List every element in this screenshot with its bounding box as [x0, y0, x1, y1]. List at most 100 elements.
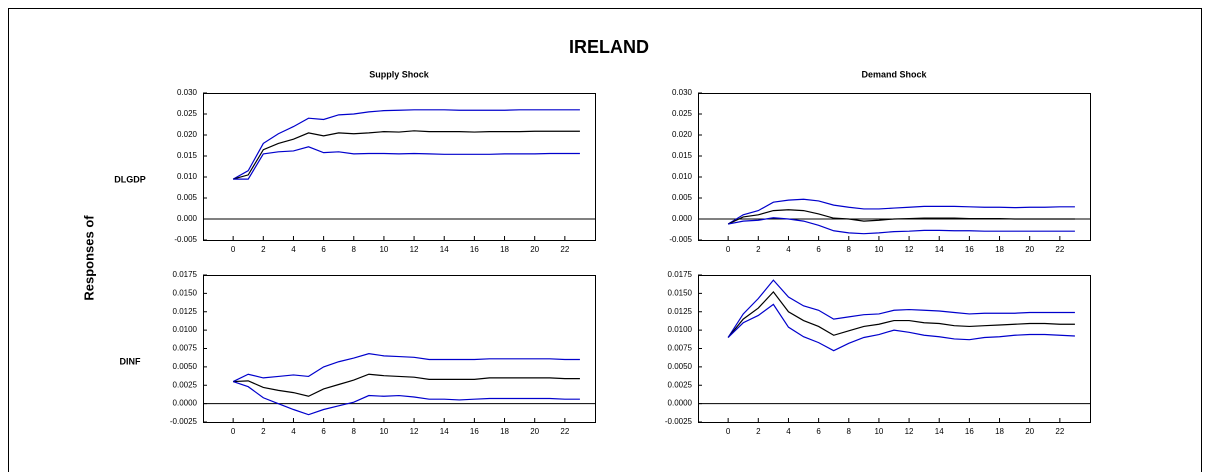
x-tick-label: 22 [1055, 245, 1064, 254]
series-line [728, 217, 1075, 235]
y-tick-label: 0.020 [177, 130, 198, 139]
y-tick-label: 0.010 [672, 172, 693, 181]
y-tick-label: -0.005 [174, 235, 197, 244]
y-tick-label: 0.0150 [668, 288, 693, 297]
x-tick-label: 8 [847, 245, 852, 254]
y-tick-label: -0.0025 [665, 417, 693, 426]
y-tick-label: 0.0175 [173, 270, 198, 279]
x-tick-label: 10 [379, 245, 388, 254]
series-line [232, 109, 580, 180]
x-tick-label: 4 [291, 245, 296, 254]
x-tick-label: 22 [1055, 427, 1064, 436]
x-tick-label: 2 [261, 427, 266, 436]
y-tick-label: 0.030 [672, 88, 693, 97]
y-tick-label: 0.015 [177, 151, 198, 160]
x-tick-label: 0 [726, 427, 731, 436]
plot-area [203, 93, 596, 241]
figure-title: IRELAND [569, 37, 649, 57]
y-tick-label: 0.0100 [173, 325, 198, 334]
x-tick-label: 12 [905, 427, 914, 436]
y-tick-label: 0.015 [672, 151, 693, 160]
panel-title: Demand Shock [861, 69, 927, 79]
y-tick-label: 0.025 [672, 109, 693, 118]
x-tick-label: 0 [726, 245, 731, 254]
x-tick-label: 6 [321, 427, 326, 436]
row-label: DINF [120, 356, 141, 366]
x-tick-label: 2 [261, 245, 266, 254]
y-tick-label: 0.025 [177, 109, 198, 118]
x-tick-label: 18 [500, 427, 509, 436]
x-tick-label: 12 [905, 245, 914, 254]
x-tick-label: 20 [1025, 427, 1034, 436]
x-tick-label: 14 [440, 245, 449, 254]
x-tick-label: 12 [410, 427, 419, 436]
x-tick-label: 6 [816, 245, 821, 254]
series-line [233, 146, 580, 180]
panel-title: Supply Shock [369, 69, 430, 79]
y-tick-label: 0.0100 [668, 325, 693, 334]
y-tick-label: 0.005 [177, 193, 198, 202]
series-line [727, 290, 1075, 338]
y-tick-label: 0.005 [672, 193, 693, 202]
y-tick-label: -0.0025 [170, 417, 198, 426]
y-tick-label: 0.020 [672, 130, 693, 139]
x-tick-label: 6 [816, 427, 821, 436]
y-tick-label: 0.010 [177, 172, 198, 181]
y-tick-label: 0.0125 [668, 307, 693, 316]
y-tick-label: 0.0050 [173, 362, 198, 371]
y-tick-label: 0.0075 [668, 344, 693, 353]
x-tick-label: 12 [410, 245, 419, 254]
x-tick-label: 4 [291, 427, 296, 436]
series-line [727, 279, 1075, 338]
y-tick-label: 0.0150 [173, 288, 198, 297]
x-tick-label: 2 [756, 427, 761, 436]
series-line [727, 198, 1075, 225]
series-line [233, 373, 580, 397]
x-tick-label: 18 [995, 427, 1004, 436]
x-tick-label: 14 [935, 245, 944, 254]
y-tick-label: 0.0000 [668, 399, 693, 408]
y-tick-label: 0.0175 [668, 270, 693, 279]
x-tick-label: 14 [935, 427, 944, 436]
x-tick-label: 14 [440, 427, 449, 436]
series-line [727, 303, 1075, 352]
x-tick-label: 8 [847, 427, 852, 436]
y-tick-label: 0.000 [672, 214, 693, 223]
x-tick-label: 8 [352, 427, 357, 436]
row-label: DLGDP [114, 174, 146, 184]
y-tick-label: 0.000 [177, 214, 198, 223]
y-tick-label: 0.0000 [173, 399, 198, 408]
x-tick-label: 4 [786, 427, 791, 436]
frame [8, 8, 1202, 472]
series-line [232, 353, 580, 383]
x-tick-label: 20 [1025, 245, 1034, 254]
x-tick-label: 8 [352, 245, 357, 254]
y-tick-label: 0.0125 [173, 307, 198, 316]
y-tick-label: 0.0050 [668, 362, 693, 371]
x-tick-label: 22 [560, 245, 569, 254]
x-tick-label: 0 [231, 427, 236, 436]
series-line [232, 381, 580, 416]
x-tick-label: 2 [756, 245, 761, 254]
x-tick-label: 10 [379, 427, 388, 436]
x-tick-label: 0 [231, 245, 236, 254]
x-tick-label: 6 [321, 245, 326, 254]
x-tick-label: 18 [500, 245, 509, 254]
x-tick-label: 16 [470, 245, 479, 254]
x-tick-label: 18 [995, 245, 1004, 254]
x-tick-label: 16 [965, 245, 974, 254]
y-axis-title: Responses of [81, 215, 96, 301]
y-tick-label: 0.0025 [173, 380, 198, 389]
series-line [232, 130, 580, 180]
x-tick-label: 10 [874, 245, 883, 254]
x-tick-label: 10 [874, 427, 883, 436]
x-tick-label: 20 [530, 427, 539, 436]
x-tick-label: 16 [470, 427, 479, 436]
x-tick-label: 22 [560, 427, 569, 436]
y-tick-label: 0.0025 [668, 380, 693, 389]
plot-area [698, 275, 1091, 423]
y-tick-label: 0.0075 [173, 344, 198, 353]
series-line [727, 209, 1075, 225]
y-tick-label: -0.005 [669, 235, 692, 244]
